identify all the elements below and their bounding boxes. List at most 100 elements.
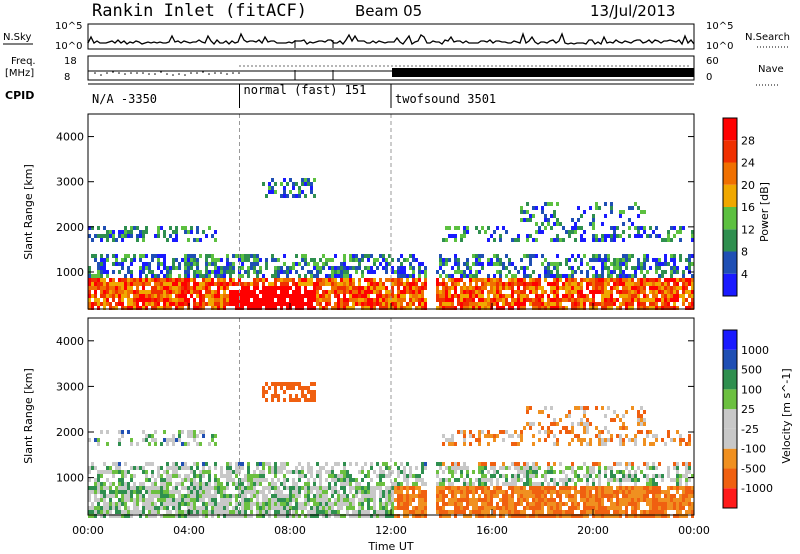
velocity-cell: [679, 482, 682, 486]
power-cell: [478, 254, 481, 258]
velocity-cell: [178, 506, 181, 510]
velocity-cell: [583, 514, 586, 518]
power-cell: [247, 302, 250, 306]
velocity-cell: [586, 502, 589, 506]
velocity-cell: [661, 478, 664, 482]
power-cell: [577, 218, 580, 222]
velocity-cell: [685, 466, 688, 470]
power-cell: [277, 270, 280, 274]
power-cell: [166, 270, 169, 274]
velocity-cell: [505, 474, 508, 478]
nave-dot: [347, 65, 349, 67]
velocity-cell: [511, 494, 514, 498]
power-cell: [601, 262, 604, 266]
velocity-cell: [670, 498, 673, 502]
power-cell: [613, 282, 616, 286]
velocity-cell: [604, 510, 607, 514]
velocity-cell: [232, 510, 235, 514]
power-cell: [286, 282, 289, 286]
power-cell: [370, 290, 373, 294]
nave-dot: [519, 65, 521, 67]
velocity-cell: [586, 506, 589, 510]
power-cell: [463, 298, 466, 302]
velocity-cell: [328, 514, 331, 518]
velocity-cell: [208, 474, 211, 478]
velocity-cell: [646, 462, 649, 466]
velocity-cell: [538, 498, 541, 502]
velocity-cell: [460, 498, 463, 502]
velocity-cell: [307, 478, 310, 482]
velocity-cell: [241, 462, 244, 466]
x-tick-label: 20:00: [577, 524, 609, 537]
power-cell: [640, 226, 643, 230]
velocity-cell: [643, 442, 646, 446]
power-cell: [112, 262, 115, 266]
power-cell: [625, 282, 628, 286]
power-cell: [232, 266, 235, 270]
velocity-cell: [166, 498, 169, 502]
velocity-cell: [166, 490, 169, 494]
power-cell: [616, 258, 619, 262]
velocity-cell: [484, 462, 487, 466]
power-cell: [499, 238, 502, 242]
velocity-cell: [634, 510, 637, 514]
velocity-cell: [202, 470, 205, 474]
nave-dot: [275, 65, 277, 67]
velocity-cell: [316, 498, 319, 502]
velocity-cell: [415, 486, 418, 490]
velocity-cell: [415, 482, 418, 486]
velocity-cell: [325, 470, 328, 474]
velocity-cell: [307, 490, 310, 494]
power-cell: [490, 290, 493, 294]
velocity-cell: [517, 514, 520, 518]
velocity-cell: [535, 466, 538, 470]
velocity-cell: [301, 386, 304, 390]
velocity-cell: [601, 510, 604, 514]
power-cell: [337, 298, 340, 302]
velocity-cell: [481, 498, 484, 502]
power-cell: [514, 274, 517, 278]
velocity-cell: [589, 506, 592, 510]
power-cell: [442, 270, 445, 274]
velocity-cell: [424, 462, 427, 466]
velocity-cell: [313, 514, 316, 518]
power-cell: [469, 302, 472, 306]
power-cell: [496, 262, 499, 266]
velocity-cell: [643, 490, 646, 494]
power-cell: [394, 298, 397, 302]
power-cell: [511, 282, 514, 286]
velocity-cell: [124, 474, 127, 478]
velocity-colorbar-tick-label: -25: [741, 423, 759, 436]
power-cell: [163, 262, 166, 266]
velocity-cell: [145, 486, 148, 490]
power-cell: [166, 302, 169, 306]
power-cell: [382, 282, 385, 286]
nave-dot: [271, 65, 273, 67]
velocity-cell: [250, 510, 253, 514]
power-cell: [289, 266, 292, 270]
velocity-cell: [247, 498, 250, 502]
power-cell: [211, 294, 214, 298]
velocity-cell: [604, 426, 607, 430]
velocity-cell: [292, 478, 295, 482]
velocity-cell: [691, 506, 694, 510]
power-cell: [271, 274, 274, 278]
velocity-cell: [223, 506, 226, 510]
velocity-cell: [340, 494, 343, 498]
power-cell: [532, 282, 535, 286]
power-cell: [121, 238, 124, 242]
power-cell: [595, 202, 598, 206]
velocity-cell: [499, 474, 502, 478]
velocity-cell: [403, 494, 406, 498]
power-cell: [313, 262, 316, 266]
velocity-cell: [394, 486, 397, 490]
power-cell: [658, 234, 661, 238]
nave-dot: [635, 65, 637, 67]
velocity-cell: [514, 514, 517, 518]
power-cell: [637, 234, 640, 238]
power-cell: [166, 290, 169, 294]
nave-dot: [591, 65, 593, 67]
power-cell: [313, 274, 316, 278]
power-cell: [523, 306, 526, 310]
velocity-cell: [94, 514, 97, 518]
